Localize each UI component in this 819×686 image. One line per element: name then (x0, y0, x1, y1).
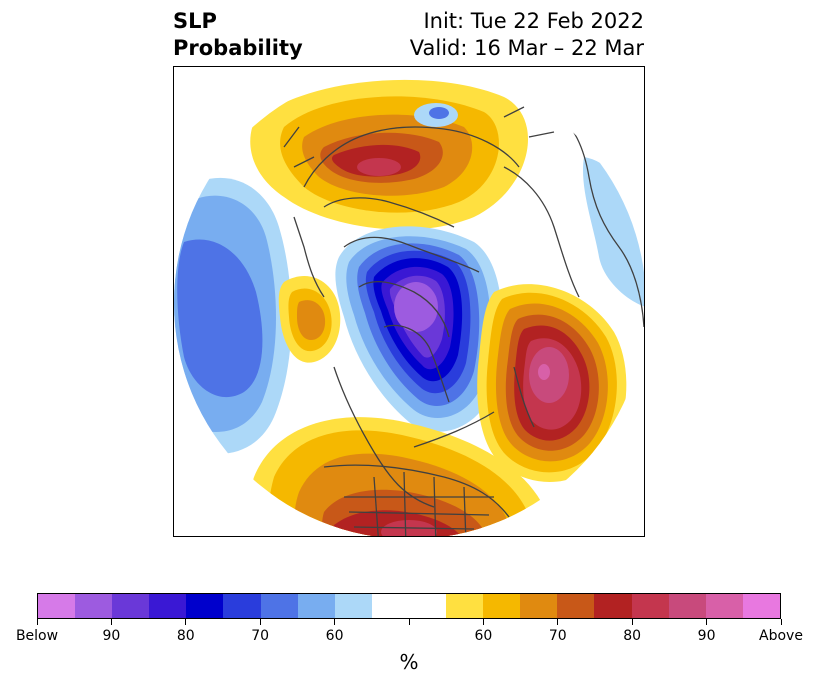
colorbar-tick-label: 60 (474, 628, 493, 644)
colorbar-cell (149, 594, 187, 618)
colorbar-cell (334, 594, 372, 618)
colorbar-tick (780, 619, 782, 625)
colorbar-cell (557, 594, 595, 618)
colorbar-tick-label: 80 (623, 628, 642, 644)
colorbar-cell (705, 594, 743, 618)
title-line-1: SLP (173, 9, 217, 33)
coastlines (283, 106, 644, 536)
colorbar-cell (297, 594, 335, 618)
chart-title: SLP Probability (173, 8, 303, 62)
colorbar-cell (371, 594, 409, 618)
colorbar-cell (38, 594, 76, 618)
below-normal-svalbard (414, 103, 458, 127)
probability-map (174, 67, 644, 536)
colorbar-cell (112, 594, 150, 618)
below-normal-eastern-europe (583, 157, 644, 307)
colorbar-tick-label: Above (759, 628, 803, 644)
colorbar-tick-label: 70 (548, 628, 567, 644)
colorbar-cell (75, 594, 113, 618)
colorbar-tick-label: Below (15, 628, 59, 644)
valid-period: Init: Tue 22 Feb 2022 Valid: 16 Mar – 22… (410, 8, 644, 62)
colorbar-cell (186, 594, 224, 618)
colorbar-cell (483, 594, 521, 618)
colorbar-cell (408, 594, 447, 618)
colorbar-tick (408, 619, 410, 625)
colorbar-tick-label: 60 (325, 628, 344, 644)
below-normal-north-pacific (174, 177, 292, 454)
colorbar-tick (631, 619, 633, 625)
valid-range: Valid: 16 Mar – 22 Mar (409, 36, 644, 60)
colorbar-tick (706, 619, 708, 625)
above-normal-north-atlantic (477, 284, 627, 482)
map-panel (173, 66, 645, 537)
colorbar-tick (557, 619, 559, 625)
above-normal-eastern-us (247, 417, 548, 536)
colorbar-tick (482, 619, 484, 625)
colorbar-cell (742, 594, 780, 618)
colorbar-tick-label: 70 (251, 628, 270, 644)
colorbar-cell (520, 594, 558, 618)
colorbar-cell (260, 594, 298, 618)
colorbar-tick (334, 619, 336, 625)
above-normal-western-canada (278, 276, 341, 363)
colorbar-cell (594, 594, 632, 618)
colorbar-tick-label: 90 (102, 628, 121, 644)
colorbar-tick-label: 90 (697, 628, 716, 644)
colorbar-tick (110, 619, 112, 625)
init-date: Init: Tue 22 Feb 2022 (423, 9, 644, 33)
colorbar-tick (36, 619, 38, 625)
colorbar-tick (185, 619, 187, 625)
title-line-2: Probability (173, 36, 303, 60)
colorbar (37, 593, 781, 619)
colorbar-cell (668, 594, 706, 618)
colorbar-cell (446, 594, 484, 618)
colorbar-tick (259, 619, 261, 625)
colorbar-cell (223, 594, 261, 618)
colorbar-tick-label: 80 (176, 628, 195, 644)
colorbar-units: % (399, 650, 419, 674)
colorbar-cell (631, 594, 669, 618)
below-normal-arctic-canada (335, 226, 503, 432)
